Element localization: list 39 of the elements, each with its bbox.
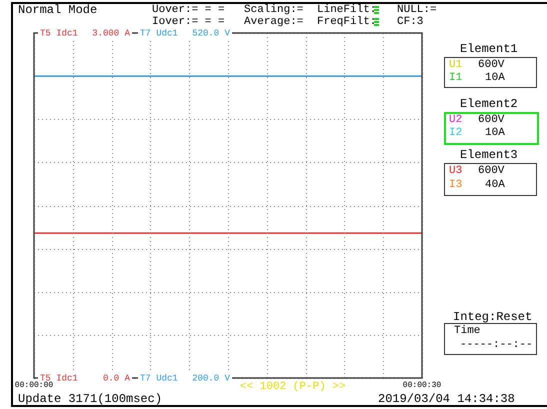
text: 600V [478,165,504,177]
y-tick-label: 3.000 A [92,28,131,38]
text: NULL:= [397,4,437,16]
x-tick-label: 00:00:30 [402,381,442,390]
text: 600V [478,59,504,71]
text: Iover:= = = [152,16,225,28]
text: I1 [449,72,462,84]
text: FreqFilt: [317,16,376,28]
text: -----:--:-- [460,339,533,351]
text: Normal Mode [18,3,98,17]
text: U2 [449,114,462,126]
text: Update 3171(100msec) [18,392,162,406]
text: Element2 [459,97,519,111]
text: Average:= [244,16,304,28]
text: Element3 [459,148,519,162]
y2-tick-label: 200.0 V [192,373,231,384]
text: Scaling:= [244,4,304,16]
text: Time [454,325,480,337]
text: 10A [485,72,505,84]
text: U1 [449,59,462,71]
y2-tick-label: 520.0 V [192,28,231,38]
text: Integ:Reset [452,310,534,324]
text: I2 [449,127,462,139]
text: I3 [449,179,462,191]
text: 10A [485,127,505,139]
text: Element1 [459,42,519,56]
text: 2019/03/04 14:34:38 [378,392,515,406]
text: T7 Udc1 [140,373,178,384]
text: 40A [485,179,505,191]
text: CF:3 [397,16,424,28]
text: << 1002 (P-P) >> [240,381,346,393]
text: T5 Idc1 [40,28,78,38]
text: T7 Udc1 [140,28,178,38]
text: Uover:= = = [152,4,225,16]
text: LineFilt: [317,4,376,16]
text: 600V [478,114,504,126]
y-tick-label: 0.0 A [102,373,131,384]
text: U3 [449,165,462,177]
x-tick-label: 00:00:00 [14,381,54,390]
